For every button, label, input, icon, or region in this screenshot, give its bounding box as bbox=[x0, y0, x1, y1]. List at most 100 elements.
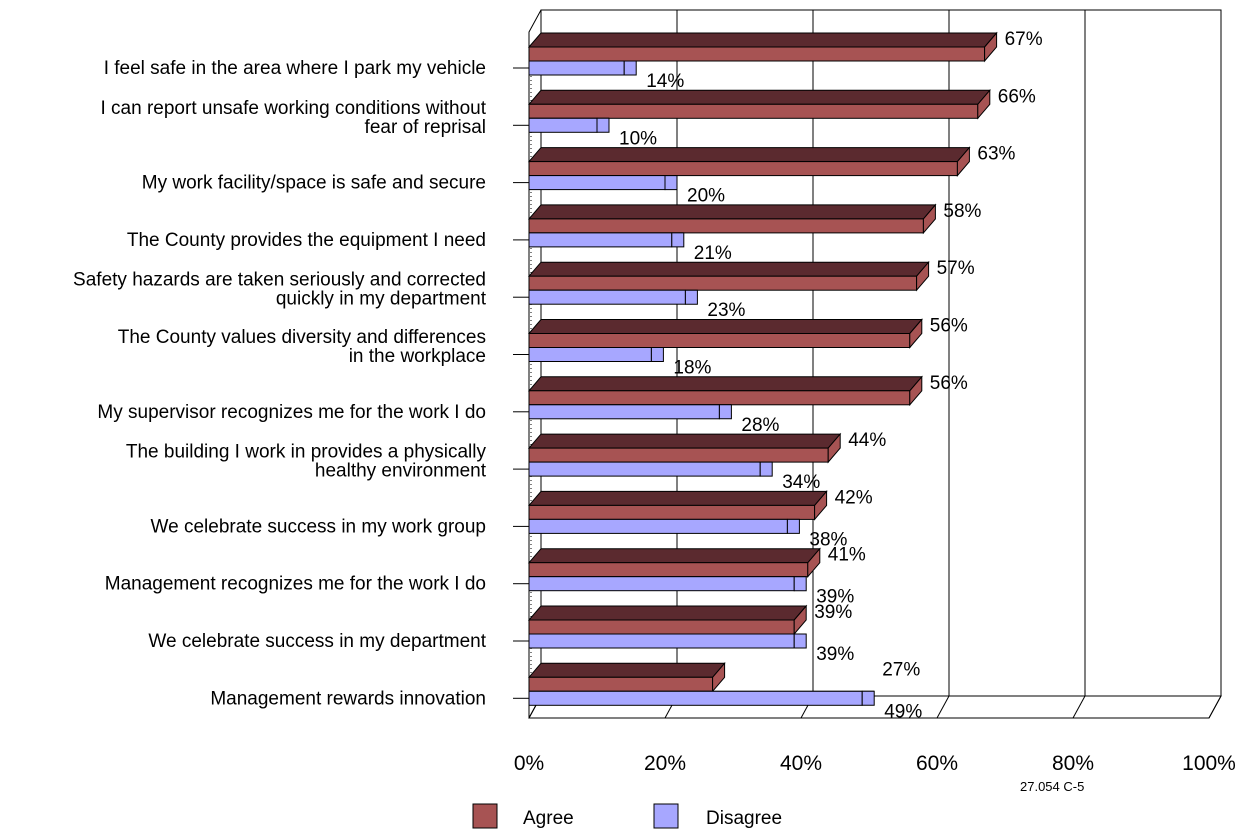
bar-agree bbox=[527, 260, 930, 292]
category-label-line: The County values diversity and differen… bbox=[118, 327, 486, 348]
category-label: I feel safe in the area where I park my … bbox=[104, 58, 486, 79]
data-label-disagree: 20% bbox=[687, 186, 725, 207]
legend-label-disagree: Disagree bbox=[706, 808, 782, 829]
bar-disagree bbox=[528, 175, 678, 191]
bar-agree-front bbox=[528, 161, 958, 177]
bar-agree-front bbox=[528, 619, 795, 635]
category-label: Management recognizes me for the work I … bbox=[105, 574, 486, 595]
bar-disagree-side bbox=[793, 633, 807, 649]
bar-agree bbox=[527, 375, 923, 407]
data-label-disagree: 34% bbox=[782, 472, 820, 493]
bar-disagree-side bbox=[596, 117, 610, 133]
bar-disagree bbox=[528, 690, 875, 706]
bar-agree bbox=[527, 146, 971, 177]
bar-agree bbox=[527, 661, 726, 693]
category-label: Management rewards innovation bbox=[210, 688, 486, 709]
bar-disagree-side bbox=[664, 175, 678, 191]
bar-agree-front bbox=[528, 275, 918, 291]
bar-disagree-side bbox=[861, 690, 875, 706]
bar-agree bbox=[527, 604, 808, 636]
x-tick-label: 60% bbox=[916, 752, 958, 775]
x-tick-label: 80% bbox=[1052, 752, 1094, 775]
chart-footnote: 27.054 C-5 bbox=[1020, 779, 1084, 794]
bar-agree bbox=[527, 432, 842, 464]
floor-gridline bbox=[1072, 695, 1086, 719]
category-label-line: We celebrate success in my department bbox=[148, 631, 486, 652]
category-label-line: The County provides the equipment I need bbox=[127, 230, 486, 251]
legend: Agree Disagree bbox=[472, 803, 782, 829]
floor-gridline bbox=[1208, 695, 1222, 719]
bar-agree-top bbox=[527, 261, 930, 277]
data-label-disagree: 39% bbox=[816, 587, 854, 608]
category-label: My supervisor recognizes me for the work… bbox=[97, 402, 486, 423]
bar-disagree bbox=[528, 518, 800, 534]
data-label-agree: 57% bbox=[937, 258, 975, 279]
data-label-disagree: 49% bbox=[884, 701, 922, 722]
bar-disagree-front bbox=[528, 633, 795, 649]
bar-agree-top bbox=[527, 433, 842, 449]
bar-disagree-front bbox=[528, 60, 625, 76]
data-label-disagree: 14% bbox=[646, 71, 684, 92]
bar-agree-side bbox=[909, 318, 923, 349]
category-label-line: I feel safe in the area where I park my … bbox=[104, 58, 486, 79]
category-label-line: quickly in my department bbox=[276, 289, 487, 310]
bar-agree-front bbox=[528, 447, 829, 463]
bar-disagree-side bbox=[786, 518, 800, 534]
x-tick-label: 40% bbox=[780, 752, 822, 775]
bar-agree-side bbox=[977, 88, 991, 120]
bar-disagree-front bbox=[528, 117, 598, 133]
bar-agree-top bbox=[527, 490, 828, 506]
bar-disagree-side bbox=[793, 576, 807, 592]
bar-agree-side bbox=[712, 661, 726, 693]
data-label-agree: 63% bbox=[977, 144, 1015, 165]
category-label: Safety hazards are taken seriously and c… bbox=[73, 270, 487, 310]
bar-agree-top bbox=[527, 204, 937, 220]
category-label-line: Management rewards innovation bbox=[210, 688, 486, 709]
bar-disagree-front bbox=[528, 289, 686, 305]
category-label-line: My work facility/space is safe and secur… bbox=[142, 173, 486, 194]
bar-agree-side bbox=[909, 375, 923, 407]
bar-agree-front bbox=[528, 46, 986, 62]
bar-agree-front bbox=[528, 333, 911, 348]
bar-agree-top bbox=[527, 32, 998, 48]
bar-disagree-side bbox=[623, 60, 637, 76]
category-label-line: We celebrate success in my work group bbox=[151, 516, 486, 537]
data-label-agree: 58% bbox=[943, 201, 981, 222]
data-label-disagree: 39% bbox=[816, 644, 854, 665]
category-label: The building I work in provides a physic… bbox=[126, 442, 487, 482]
bar-disagree-front bbox=[528, 347, 652, 362]
bar-agree-top bbox=[527, 147, 971, 163]
bar-agree-side bbox=[922, 203, 936, 235]
bar-disagree-front bbox=[528, 576, 795, 592]
category-label: We celebrate success in my work group bbox=[151, 516, 486, 537]
bar-agree-front bbox=[528, 676, 714, 692]
bar-disagree bbox=[528, 289, 698, 305]
legend-label-agree: Agree bbox=[523, 808, 574, 829]
bar-agree bbox=[527, 203, 937, 235]
data-label-disagree: 10% bbox=[619, 128, 657, 149]
bar-agree-side bbox=[916, 260, 930, 292]
bar-disagree bbox=[528, 633, 807, 649]
x-tick-label: 100% bbox=[1182, 752, 1236, 775]
category-label-line: fear of reprisal bbox=[365, 117, 486, 138]
bar-disagree-front bbox=[528, 461, 761, 477]
bar-disagree-side bbox=[718, 404, 732, 420]
bar-agree-front bbox=[528, 103, 979, 119]
category-labels: I feel safe in the area where I park my … bbox=[73, 32, 530, 718]
bar-disagree bbox=[528, 117, 610, 133]
legend-swatch-disagree bbox=[653, 803, 679, 829]
data-label-agree: 42% bbox=[835, 487, 873, 508]
data-label-agree: 41% bbox=[828, 545, 866, 566]
data-label-disagree: 28% bbox=[741, 415, 779, 436]
bar-disagree bbox=[528, 461, 773, 477]
bar-disagree-side bbox=[684, 289, 698, 305]
data-label-agree: 39% bbox=[814, 602, 852, 623]
bar-disagree-front bbox=[528, 690, 863, 706]
category-label-line: Management recognizes me for the work I … bbox=[105, 574, 486, 595]
bar-agree-front bbox=[528, 504, 816, 520]
data-label-agree: 66% bbox=[998, 86, 1036, 107]
category-label: My work facility/space is safe and secur… bbox=[142, 173, 486, 194]
bar-agree-side bbox=[807, 547, 821, 579]
